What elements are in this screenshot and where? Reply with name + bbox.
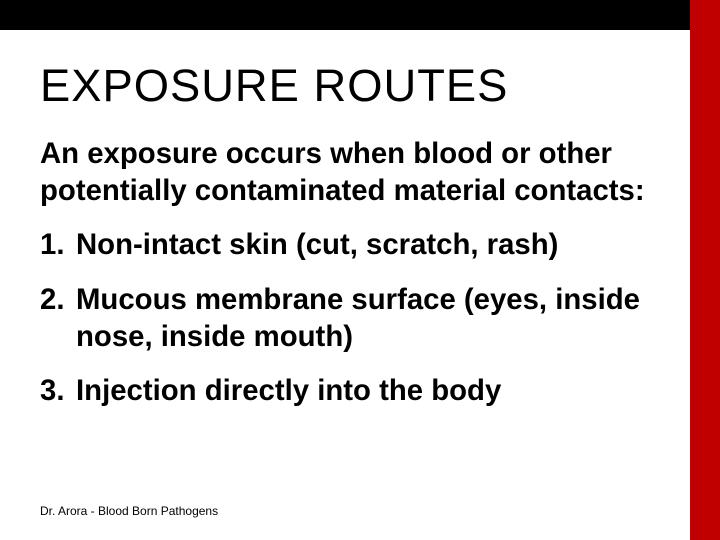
right-accent-bar [690, 0, 720, 540]
list-item: Mucous membrane surface (eyes, inside no… [40, 282, 650, 355]
slide-title: EXPOSURE ROUTES [40, 60, 650, 112]
list-item: Non-intact skin (cut, scratch, rash) [40, 227, 650, 264]
intro-paragraph: An exposure occurs when blood or other p… [40, 136, 650, 209]
exposure-list: Non-intact skin (cut, scratch, rash) Muc… [40, 227, 650, 410]
top-accent-bar [0, 0, 720, 30]
footer-text: Dr. Arora - Blood Born Pathogens [40, 504, 218, 518]
slide-content: EXPOSURE ROUTES An exposure occurs when … [0, 30, 690, 540]
list-item: Injection directly into the body [40, 373, 650, 410]
